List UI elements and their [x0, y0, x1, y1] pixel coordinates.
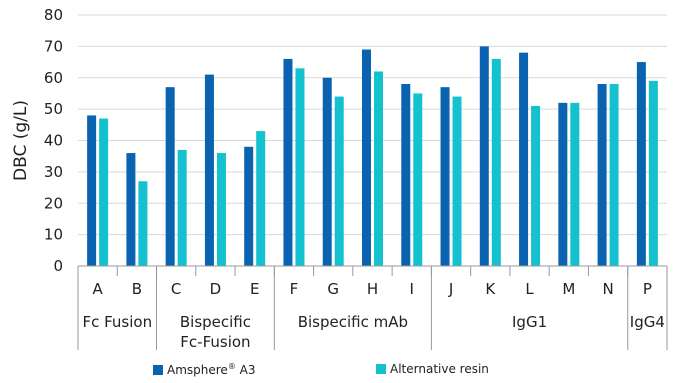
category-label: N	[602, 280, 613, 298]
bar-amsphere-B	[126, 153, 136, 266]
category-label: F	[290, 280, 299, 298]
bar-alternative-resin-I	[413, 93, 423, 266]
bar-alternative-resin-B	[138, 181, 148, 266]
bar-amsphere-I	[401, 84, 411, 267]
y-tick-label: 10	[44, 226, 63, 244]
y-tick-label: 80	[44, 6, 63, 24]
category-label: A	[93, 280, 104, 298]
bar-amsphere-F	[283, 58, 293, 266]
dbc-bar-chart: 0 10 20 30 40 50 60 70 80 DBC (g/L) A B C D E F G H I J K L M N…	[11, 6, 668, 351]
bar-amsphere-J	[440, 87, 450, 266]
category-label: G	[327, 280, 339, 298]
legend-item-alternative-resin: Alternative resin	[376, 362, 489, 376]
bar-amsphere-E	[244, 146, 254, 266]
axes	[77, 265, 668, 350]
bar-amsphere-H	[362, 49, 371, 267]
bar-amsphere-G	[322, 77, 332, 266]
legend-label-alternative-resin: Alternative resin	[390, 362, 489, 376]
bar-alternative-resin-J	[452, 96, 462, 266]
y-tick-label: 60	[44, 69, 63, 87]
bar-alternative-resin-F	[295, 68, 305, 267]
bar-alternative-resin-E	[256, 131, 266, 266]
category-label: M	[562, 280, 575, 298]
bar-alternative-resin-K	[491, 58, 501, 266]
bar-alternative-resin-L	[531, 105, 541, 266]
y-tick-label: 30	[44, 163, 63, 181]
legend: Amsphere® A3 Alternative resin	[0, 362, 686, 382]
group-label: Fc Fusion	[82, 313, 152, 331]
category-label: C	[171, 280, 181, 298]
group-label: Fc-Fusion	[180, 333, 250, 351]
bars	[87, 46, 658, 267]
y-tick-label: 0	[53, 257, 63, 275]
category-label: J	[448, 280, 453, 298]
bar-amsphere-M	[558, 102, 568, 266]
legend-label-amsphere: Amsphere® A3	[167, 362, 256, 377]
legend-item-amsphere: Amsphere® A3	[153, 362, 255, 377]
y-tick-label: 70	[44, 37, 63, 55]
legend-swatch-amsphere	[153, 364, 163, 375]
y-axis-title: DBC (g/L)	[11, 100, 31, 181]
group-label: Bispecific	[180, 313, 251, 331]
bar-amsphere-A	[87, 115, 97, 267]
group-label: Bispecific mAb	[298, 313, 408, 331]
bar-alternative-resin-G	[334, 96, 344, 266]
bar-amsphere-N	[597, 84, 607, 267]
bar-alternative-resin-A	[99, 118, 109, 266]
bar-alternative-resin-D	[216, 153, 226, 266]
category-label: P	[643, 280, 652, 298]
bar-alternative-resin-H	[374, 71, 383, 266]
bar-amsphere-L	[519, 52, 529, 267]
bar-alternative-resin-M	[570, 102, 580, 266]
bar-amsphere-P	[636, 62, 646, 266]
category-label: D	[210, 280, 222, 298]
group-label: IgG1	[512, 313, 547, 331]
y-tick-label: 20	[44, 194, 63, 212]
category-label: L	[525, 280, 534, 298]
bar-amsphere-D	[204, 74, 214, 266]
legend-swatch-alternative-resin	[376, 364, 386, 374]
category-label: H	[367, 280, 378, 298]
category-label: K	[485, 280, 496, 298]
bar-amsphere-K	[479, 46, 489, 266]
y-tick-label: 50	[44, 100, 63, 118]
bar-amsphere-C	[165, 87, 175, 266]
bar-alternative-resin-C	[177, 149, 187, 266]
category-label: I	[410, 280, 414, 298]
gridlines	[78, 14, 667, 236]
category-label: E	[250, 280, 259, 298]
bar-alternative-resin-N	[609, 84, 619, 267]
labels: 0 10 20 30 40 50 60 70 80 DBC (g/L) A B C D E F G H I J K L M N…	[11, 6, 665, 351]
y-tick-label: 40	[44, 132, 63, 150]
bar-alternative-resin-P	[648, 80, 658, 266]
category-label: B	[132, 280, 142, 298]
group-label: IgG4	[630, 313, 665, 331]
